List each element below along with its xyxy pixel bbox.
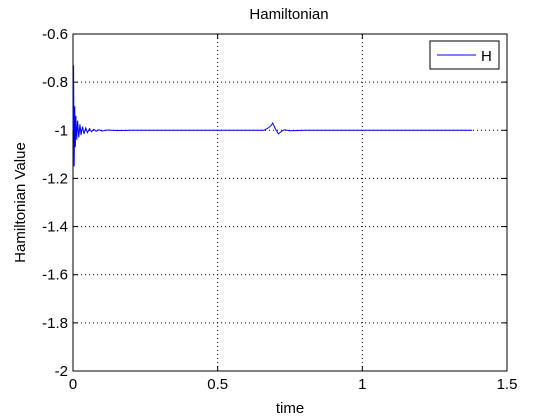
x-tick-label: 0 xyxy=(69,376,77,393)
legend: H xyxy=(429,40,500,70)
y-tick-label: -1.2 xyxy=(42,170,68,187)
y-tick-label: -1.8 xyxy=(42,315,68,332)
y-axis-title: Hamiltonian Value xyxy=(12,142,29,263)
series-line-h xyxy=(72,65,473,167)
plot-area xyxy=(72,33,508,372)
y-tick-label: -0.6 xyxy=(42,26,68,43)
y-tick-label: -1.6 xyxy=(42,267,68,284)
y-tick-label: -1.4 xyxy=(42,219,68,236)
x-tick-label: 1 xyxy=(358,376,366,393)
axis-ticks: 0 0.5 1 1.5 -2 -1.8 -1.6 -1.4 -1.2 -1 -0.8 -0.6 xyxy=(42,26,517,393)
x-tick-label: 0.5 xyxy=(207,376,228,393)
y-tick-label: -2 xyxy=(55,363,68,380)
chart-title: Hamiltonian xyxy=(249,6,328,23)
y-tick-label: -0.8 xyxy=(42,74,68,91)
x-axis-title: time xyxy=(276,400,304,417)
series-layer xyxy=(72,65,473,167)
x-tick-label: 1.5 xyxy=(497,376,518,393)
y-tick-label: -1 xyxy=(55,122,68,139)
legend-label-h: H xyxy=(481,48,492,65)
